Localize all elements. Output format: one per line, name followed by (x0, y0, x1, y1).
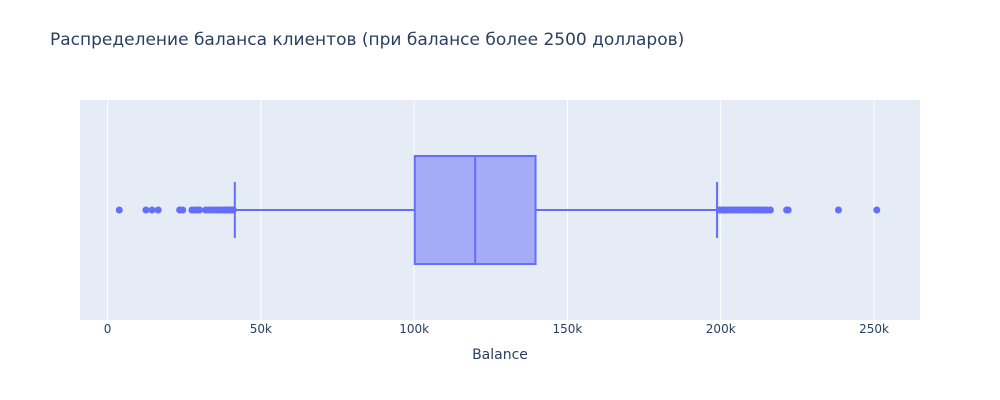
x-tick-label: 0 (104, 322, 112, 336)
box-series[interactable] (233, 155, 719, 265)
outlier-point[interactable] (148, 206, 156, 214)
outlier-point[interactable] (196, 206, 204, 214)
outlier-point[interactable] (873, 206, 881, 214)
outlier-point[interactable] (142, 206, 150, 214)
x-tick-label: 100k (399, 322, 429, 336)
outlier-point[interactable] (154, 206, 162, 214)
x-axis-title: Balance (472, 347, 528, 363)
outlier-point[interactable] (834, 206, 842, 214)
x-tick-label: 150k (553, 322, 583, 336)
outlier-point[interactable] (229, 206, 237, 214)
x-tick-label: 200k (706, 322, 736, 336)
chart-title: Распределение баланса клиентов (при бала… (50, 30, 685, 50)
outlier-point[interactable] (766, 206, 774, 214)
outlier-point[interactable] (115, 206, 123, 214)
outlier-point[interactable] (784, 206, 792, 214)
outlier-points[interactable] (115, 206, 881, 214)
x-axis-ticks: 0 50k 100k 150k 200k 250k (104, 322, 889, 336)
x-tick-label: 250k (859, 322, 889, 336)
outlier-point[interactable] (179, 206, 187, 214)
x-tick-label: 50k (250, 322, 272, 336)
